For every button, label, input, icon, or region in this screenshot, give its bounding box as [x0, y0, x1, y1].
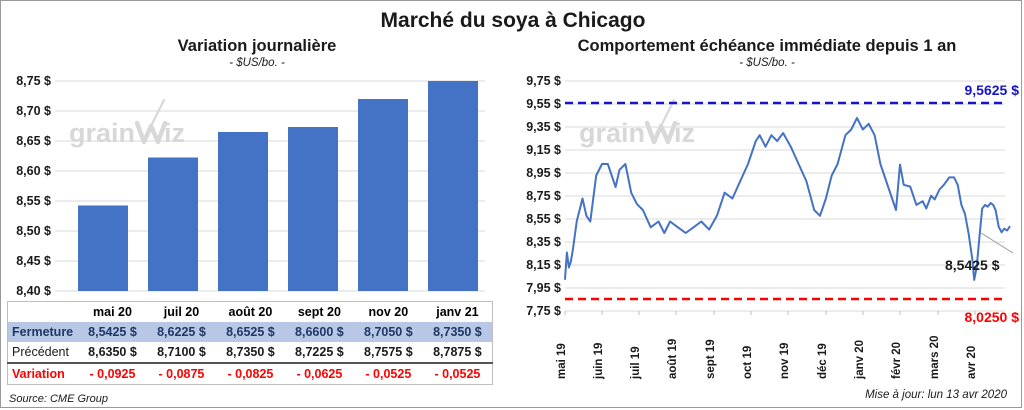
svg-text:sept 19: sept 19 [705, 339, 717, 379]
svg-text:9,75 $: 9,75 $ [526, 74, 561, 88]
svg-text:mai 19: mai 19 [556, 343, 568, 379]
svg-text:déc 19: déc 19 [817, 343, 829, 379]
svg-text:8,40 $: 8,40 $ [16, 284, 51, 298]
svg-text:9,35 $: 9,35 $ [526, 120, 561, 134]
svg-text:juin 19: juin 19 [593, 343, 605, 380]
svg-text:oct 19: oct 19 [742, 346, 754, 379]
svg-text:7,75 $: 7,75 $ [526, 304, 561, 318]
svg-text:juil 19: juil 19 [630, 346, 642, 380]
svg-text:avr 20: avr 20 [966, 346, 978, 379]
svg-text:janv 20: janv 20 [854, 340, 866, 380]
svg-text:8,75 $: 8,75 $ [526, 189, 561, 203]
svg-text:mars 20: mars 20 [929, 336, 941, 379]
svg-text:8,55 $: 8,55 $ [526, 212, 561, 226]
svg-text:8,95 $: 8,95 $ [526, 166, 561, 180]
svg-text:nov 19: nov 19 [779, 343, 791, 379]
svg-text:8,50 $: 8,50 $ [16, 224, 51, 238]
svg-text:8,35 $: 8,35 $ [526, 235, 561, 249]
svg-text:8,60 $: 8,60 $ [16, 164, 51, 178]
svg-text:8,70 $: 8,70 $ [16, 104, 51, 118]
svg-text:9,15 $: 9,15 $ [526, 143, 561, 157]
svg-text:févr 20: févr 20 [891, 342, 903, 379]
svg-text:8,45 $: 8,45 $ [16, 254, 51, 268]
svg-text:8,55 $: 8,55 $ [16, 194, 51, 208]
svg-text:8,15 $: 8,15 $ [526, 258, 561, 272]
svg-text:9,55 $: 9,55 $ [526, 97, 561, 111]
svg-text:août 19: août 19 [667, 339, 679, 379]
svg-text:7,95 $: 7,95 $ [526, 281, 561, 295]
svg-text:8,75 $: 8,75 $ [16, 74, 51, 88]
svg-text:8,65 $: 8,65 $ [16, 134, 51, 148]
